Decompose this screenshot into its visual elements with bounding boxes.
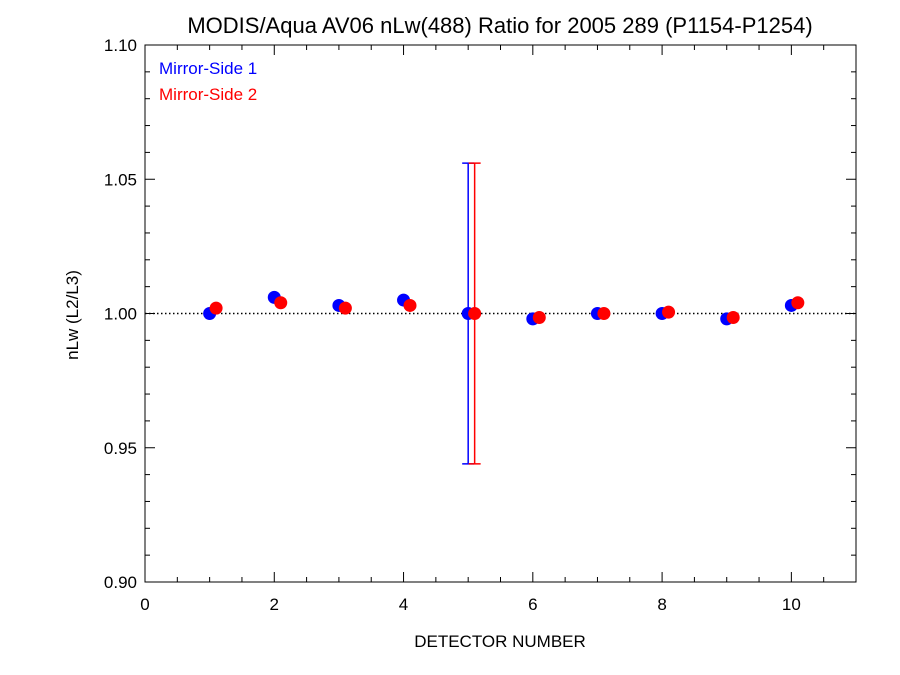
x-tick-label: 2 bbox=[270, 595, 279, 614]
data-point-series-2 bbox=[726, 311, 740, 325]
legend-entry: Mirror-Side 1 bbox=[159, 59, 257, 78]
x-tick-label: 8 bbox=[657, 595, 666, 614]
y-tick-label: 1.00 bbox=[104, 305, 137, 324]
x-tick-label: 10 bbox=[782, 595, 801, 614]
x-tick-label: 0 bbox=[140, 595, 149, 614]
x-tick-label: 4 bbox=[399, 595, 408, 614]
data-point-series-2 bbox=[597, 307, 611, 320]
data-points bbox=[203, 290, 805, 326]
x-axis-label: DETECTOR NUMBER bbox=[414, 632, 586, 651]
data-point-series-2 bbox=[532, 311, 546, 325]
data-point-series-2 bbox=[209, 301, 223, 315]
y-tick-label: 0.90 bbox=[104, 573, 137, 592]
data-point-series-2 bbox=[662, 305, 676, 319]
axis-ticks: 0 2 4 6 8 10 0.90 0.95 1.00 1.05 1.10 bbox=[104, 36, 857, 614]
legend-entry: Mirror-Side 2 bbox=[159, 85, 257, 104]
y-tick-label: 0.95 bbox=[104, 439, 137, 458]
data-point-series-2 bbox=[791, 296, 805, 310]
y-tick-label: 1.10 bbox=[104, 36, 137, 55]
data-point-series-2 bbox=[403, 298, 417, 312]
chart-title: MODIS/Aqua AV06 nLw(488) Ratio for 2005 … bbox=[187, 13, 812, 38]
y-axis-label: nLw (L2/L3) bbox=[63, 270, 82, 360]
x-tick-label: 6 bbox=[528, 595, 537, 614]
data-point-series-2 bbox=[338, 301, 352, 315]
legend: Mirror-Side 1 Mirror-Side 2 bbox=[159, 59, 257, 104]
y-tick-label: 1.05 bbox=[104, 170, 137, 189]
data-point-series-2 bbox=[274, 296, 288, 310]
data-point-series-2 bbox=[468, 307, 482, 320]
